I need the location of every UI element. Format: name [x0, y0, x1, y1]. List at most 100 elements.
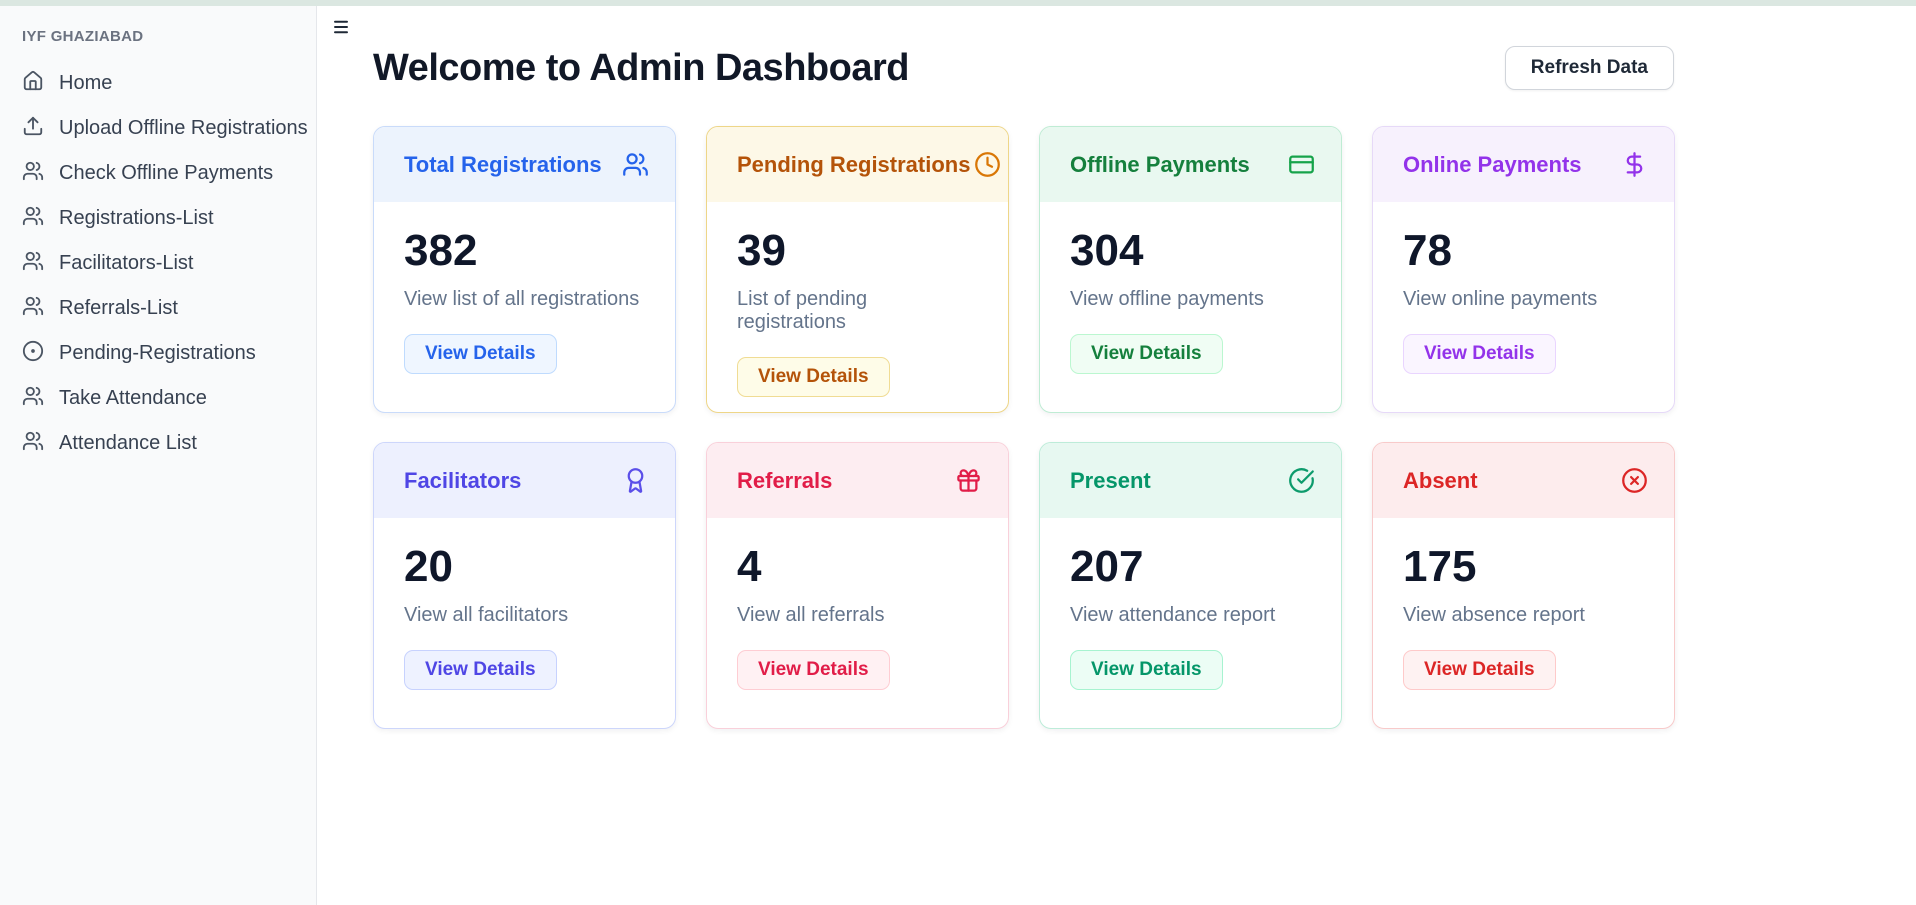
users-icon: [22, 250, 44, 278]
card-body: 39 List of pending registrations View De…: [707, 202, 1008, 397]
dollar-sign-icon: [1621, 151, 1648, 178]
sidebar-item-attendance-list[interactable]: Attendance List: [22, 421, 302, 466]
view-details-button[interactable]: View Details: [404, 334, 557, 374]
card-body: 78 View online payments View Details: [1373, 202, 1674, 374]
card-subtitle: View all facilitators: [404, 604, 569, 626]
refresh-data-button[interactable]: Refresh Data: [1504, 46, 1674, 90]
hamburger-icon: [332, 20, 350, 39]
card-subtitle: View all referrals: [737, 604, 885, 626]
users-icon: [22, 295, 44, 323]
card-header: Online Payments: [1373, 127, 1674, 202]
card-title: Referrals: [737, 467, 833, 493]
home-icon: [22, 70, 44, 98]
sidebar-item-label: Upload Offline Registrations: [59, 117, 308, 139]
card-title: Facilitators: [404, 467, 522, 493]
users-icon: [622, 151, 649, 178]
card-title: Pending Registrations: [737, 151, 971, 177]
card-subtitle: View offline payments: [1070, 288, 1264, 310]
card-value: 78: [1403, 226, 1452, 275]
card-value: 304: [1070, 226, 1144, 275]
view-details-button[interactable]: View Details: [1070, 334, 1223, 374]
view-details-button[interactable]: View Details: [1403, 334, 1556, 374]
card-header: Total Registrations: [374, 127, 675, 202]
card-value: 4: [737, 542, 762, 591]
credit-card-icon: [1288, 151, 1315, 178]
card-title: Absent: [1403, 467, 1478, 493]
card-value: 175: [1403, 542, 1477, 591]
card-subtitle: View online payments: [1403, 288, 1598, 310]
sidebar-item-home[interactable]: Home: [22, 61, 302, 106]
users-icon: [22, 160, 44, 188]
content: Welcome to Admin Dashboard Refresh Data …: [373, 6, 1675, 729]
award-icon: [622, 467, 649, 494]
sidebar-item-facilitators-list[interactable]: Facilitators-List: [22, 241, 302, 286]
clock-icon: [974, 151, 1001, 178]
card-header: Present: [1040, 443, 1341, 518]
card-present: Present 207 View attendance report View …: [1039, 442, 1342, 729]
sidebar-item-label: Facilitators-List: [59, 252, 194, 274]
sidebar-item-label: Referrals-List: [59, 297, 178, 319]
sidebar-item-label: Home: [59, 72, 113, 94]
view-details-button[interactable]: View Details: [737, 357, 890, 397]
card-title: Offline Payments: [1070, 151, 1250, 177]
sidebar-item-label: Take Attendance: [59, 387, 207, 409]
card-header: Absent: [1373, 443, 1674, 518]
card-body: 4 View all referrals View Details: [707, 518, 1008, 690]
users-icon: [22, 205, 44, 233]
circle-x-icon: [1621, 467, 1648, 494]
sidebar-menu: Home Upload Offline Registrations Check …: [22, 61, 308, 466]
card-title: Total Registrations: [404, 151, 602, 177]
header-row: Welcome to Admin Dashboard Refresh Data: [373, 46, 1674, 90]
sidebar-item-label: Attendance List: [59, 432, 197, 454]
gift-icon: [955, 467, 982, 494]
circle-dot-icon: [22, 340, 44, 368]
card-pending-registrations: Pending Registrations 39 List of pending…: [706, 126, 1009, 413]
menu-toggle-button[interactable]: [328, 15, 354, 41]
card-subtitle: View absence report: [1403, 604, 1585, 626]
top-strip: [0, 0, 1916, 6]
upload-icon: [22, 115, 44, 143]
sidebar-item-pending-registrations[interactable]: Pending-Registrations: [22, 331, 302, 376]
card-body: 175 View absence report View Details: [1373, 518, 1674, 690]
view-details-button[interactable]: View Details: [1070, 650, 1223, 690]
card-body: 382 View list of all registrations View …: [374, 202, 675, 374]
card-online-payments: Online Payments 78 View online payments …: [1372, 126, 1675, 413]
card-title: Present: [1070, 467, 1151, 493]
card-facilitators: Facilitators 20 View all facilitators Vi…: [373, 442, 676, 729]
sidebar: IYF GHAZIABAD Home Upload Offline Regist…: [0, 6, 317, 905]
card-value: 207: [1070, 542, 1144, 591]
card-total-registrations: Total Registrations 382 View list of all…: [373, 126, 676, 413]
card-offline-payments: Offline Payments 304 View offline paymen…: [1039, 126, 1342, 413]
sidebar-item-referrals-list[interactable]: Referrals-List: [22, 286, 302, 331]
sidebar-item-take-attendance[interactable]: Take Attendance: [22, 376, 302, 421]
circle-check-icon: [1288, 467, 1315, 494]
card-subtitle: View list of all registrations: [404, 288, 640, 310]
sidebar-item-registrations-list[interactable]: Registrations-List: [22, 196, 302, 241]
card-referrals: Referrals 4 View all referrals View Deta…: [706, 442, 1009, 729]
card-header: Pending Registrations: [707, 127, 1008, 202]
card-header: Offline Payments: [1040, 127, 1341, 202]
users-icon: [22, 385, 44, 413]
card-title: Online Payments: [1403, 151, 1582, 177]
card-header: Referrals: [707, 443, 1008, 518]
view-details-button[interactable]: View Details: [737, 650, 890, 690]
page-title: Welcome to Admin Dashboard: [373, 46, 909, 89]
view-details-button[interactable]: View Details: [1403, 650, 1556, 690]
card-subtitle: List of pending registrations: [737, 288, 868, 333]
sidebar-item-label: Pending-Registrations: [59, 342, 256, 364]
card-body: 304 View offline payments View Details: [1040, 202, 1341, 374]
stats-cards-grid: Total Registrations 382 View list of all…: [373, 126, 1675, 729]
card-absent: Absent 175 View absence report View Deta…: [1372, 442, 1675, 729]
sidebar-item-check-offline-payments[interactable]: Check Offline Payments: [22, 151, 302, 196]
card-value: 39: [737, 226, 786, 275]
sidebar-item-upload-offline-registrations[interactable]: Upload Offline Registrations: [22, 106, 308, 151]
card-value: 20: [404, 542, 453, 591]
card-header: Facilitators: [374, 443, 675, 518]
card-value: 382: [404, 226, 478, 275]
card-body: 207 View attendance report View Details: [1040, 518, 1341, 690]
sidebar-item-label: Check Offline Payments: [59, 162, 274, 184]
main-area: Welcome to Admin Dashboard Refresh Data …: [318, 6, 1916, 905]
card-body: 20 View all facilitators View Details: [374, 518, 675, 690]
view-details-button[interactable]: View Details: [404, 650, 557, 690]
users-icon: [22, 430, 44, 458]
